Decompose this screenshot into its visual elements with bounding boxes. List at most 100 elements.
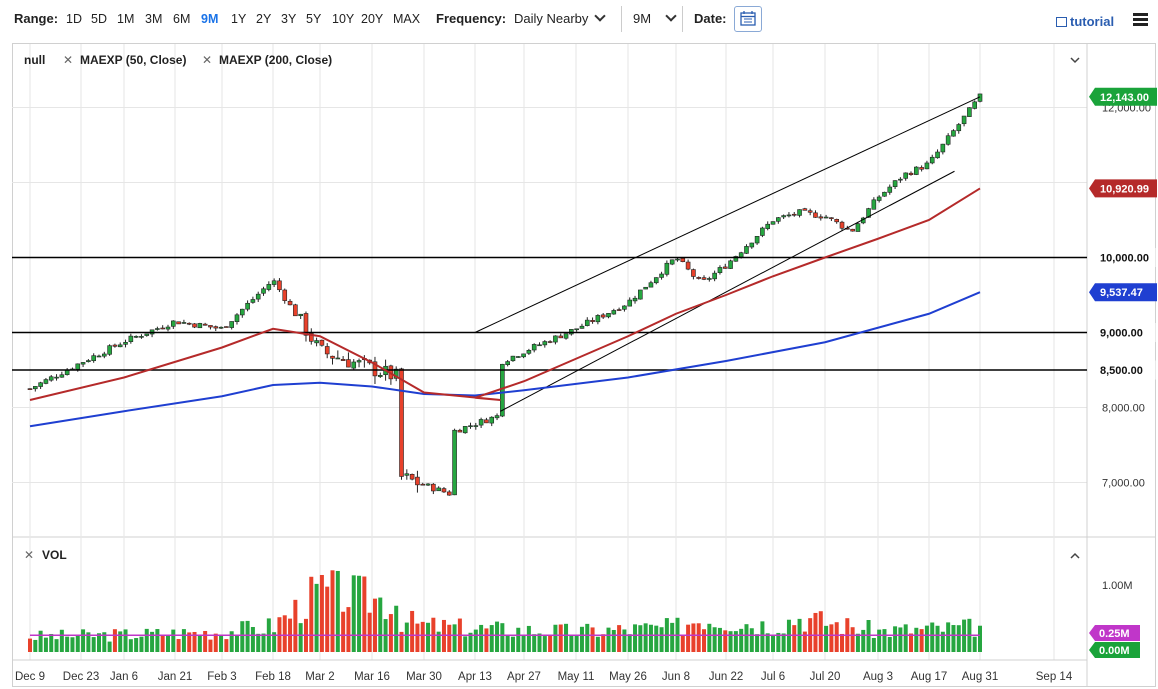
candle-body [744, 246, 749, 254]
x-tick-label: Jan 21 [158, 671, 193, 683]
candle-body [972, 101, 977, 109]
volume-bar [447, 624, 452, 652]
volume-bar [633, 624, 638, 652]
volume-bar [972, 636, 977, 652]
volume-bar [739, 628, 744, 652]
frequency-select[interactable]: Daily Nearby [514, 10, 607, 27]
range-button-max[interactable]: MAX [393, 12, 421, 26]
range-button-9m[interactable]: 9M [201, 12, 219, 26]
candle-body [117, 344, 123, 348]
volume-bar [75, 635, 80, 652]
remove-ma50-icon[interactable]: ✕ [63, 53, 74, 67]
range-button-6m[interactable]: 6M [173, 12, 191, 26]
remove-ma200-icon[interactable]: ✕ [202, 53, 213, 67]
range-button-1y[interactable]: 1Y [231, 12, 247, 26]
volume-bar [341, 611, 346, 652]
candle-body [802, 208, 808, 211]
volume-bar [165, 635, 170, 652]
candle-body [871, 199, 877, 210]
range-button-3y[interactable]: 3Y [281, 12, 297, 26]
candle-body [393, 368, 399, 379]
candle-body [102, 353, 107, 357]
volume-bar [229, 631, 234, 652]
candle-body [818, 216, 824, 219]
candle-body [75, 363, 81, 370]
candle-body [659, 273, 664, 278]
candle-body [919, 167, 924, 170]
price-tag-label: 10,920.99 [1100, 183, 1149, 195]
volume-bar [548, 635, 553, 652]
divider [682, 6, 683, 32]
price-tag [1089, 179, 1157, 198]
volume-bar [760, 621, 765, 652]
calendar-icon [740, 11, 756, 26]
period-select[interactable]: 9M [633, 10, 677, 27]
volume-bar [728, 631, 733, 652]
remove-vol-icon[interactable]: ✕ [24, 548, 35, 562]
price-tag-label: 12,143.00 [1100, 92, 1149, 104]
candle-body [797, 209, 802, 216]
expand-chevron-icon[interactable] [1070, 552, 1080, 559]
legend-ma50[interactable]: MAEXP (50, Close) [80, 53, 187, 67]
volume-bar [643, 623, 648, 652]
candle-body [80, 362, 86, 365]
candle-body [765, 223, 771, 229]
volume-bar [914, 627, 919, 652]
candle-body [632, 297, 638, 302]
x-tick-label: May 26 [609, 671, 647, 683]
menu-icon[interactable] [1133, 13, 1148, 26]
channel-lower-line [500, 170, 955, 412]
candle-body [377, 374, 383, 377]
volume-bar [654, 625, 659, 652]
volume-bar [118, 631, 123, 652]
candle-body [324, 346, 330, 355]
candle-body [728, 260, 733, 269]
candle-body [696, 277, 702, 279]
candle-body [293, 304, 298, 317]
candle-body [351, 361, 357, 369]
volume-bar [86, 632, 91, 652]
range-button-5d[interactable]: 5D [91, 12, 107, 26]
volume-bar [261, 633, 266, 652]
x-tick-label: Dec 23 [63, 671, 99, 683]
range-button-5y[interactable]: 5Y [306, 12, 322, 26]
volume-bar [813, 612, 818, 652]
volume-bar [415, 623, 420, 652]
volume-bar [70, 637, 75, 652]
volume-bar [441, 619, 446, 652]
volume-bar [325, 586, 330, 652]
volume-bar [542, 636, 547, 652]
volume-bar [362, 576, 367, 652]
candle-body [595, 315, 601, 323]
range-button-1d[interactable]: 1D [66, 12, 82, 26]
collapse-chevron-icon[interactable] [1070, 57, 1080, 64]
volume-bar [489, 625, 494, 652]
candle-body [892, 180, 898, 188]
x-tick-label: Jul 20 [810, 671, 841, 683]
candle-body [749, 242, 755, 248]
candle-body [250, 299, 256, 303]
range-button-2y[interactable]: 2Y [256, 12, 272, 26]
volume-bar [659, 627, 664, 652]
volume-bar [367, 612, 372, 652]
volume-bar [553, 624, 558, 652]
volume-bar [192, 631, 197, 652]
volume-bar [65, 636, 70, 652]
legend-ma200[interactable]: MAEXP (200, Close) [219, 53, 333, 67]
tutorial-link[interactable]: tutorial [1056, 14, 1114, 29]
candle-body [282, 289, 288, 301]
range-button-10y[interactable]: 10Y [332, 12, 355, 26]
calendar-button[interactable] [734, 6, 762, 32]
candle-body [335, 357, 341, 360]
range-button-20y[interactable]: 20Y [361, 12, 384, 26]
candle-body [876, 196, 882, 201]
range-button-1m[interactable]: 1M [117, 12, 135, 26]
volume-bar [956, 625, 961, 652]
volume-bar [43, 637, 48, 652]
toolbar: Range: 1D 5D 1M 3M 6M 9M 1Y 2Y 3Y 5Y 10Y 20Y MAX Fre… [0, 0, 1158, 38]
range-button-3m[interactable]: 3M [145, 12, 163, 26]
volume-bar [940, 631, 945, 652]
candle-body [786, 214, 792, 217]
candle-body [399, 368, 404, 477]
